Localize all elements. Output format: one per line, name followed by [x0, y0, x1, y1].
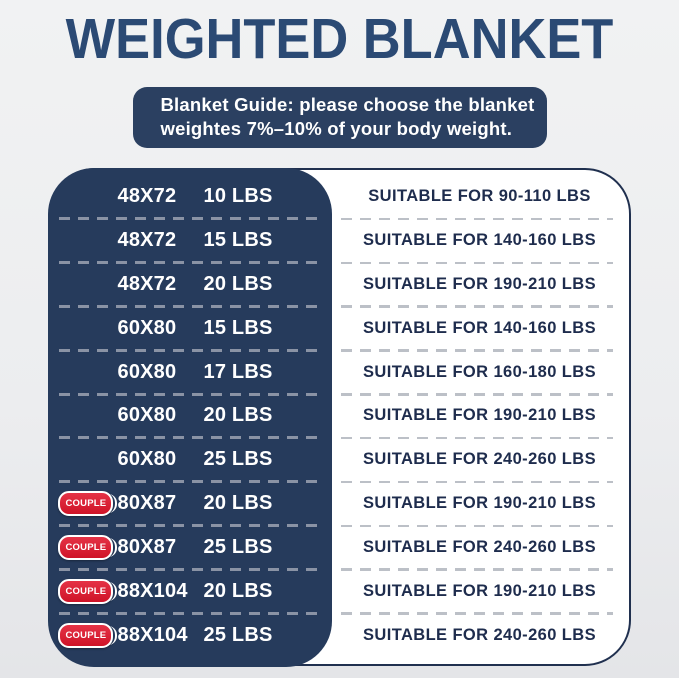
suitable-cell: SUITABLE FOR 160-180 LBS	[331, 349, 629, 394]
badge-slot	[58, 453, 118, 467]
blanket-size: 48X72	[117, 185, 177, 208]
suitable-cell: SUITABLE FOR 240-260 LBS	[331, 436, 629, 482]
blanket-weight: 20 LBS	[203, 492, 273, 515]
blanket-weight: 25 LBS	[203, 623, 273, 646]
badge-slot	[58, 278, 118, 292]
blanket-size: 48X72	[117, 273, 177, 296]
size-weight-cell: 60X80 25 LBS	[51, 436, 331, 482]
suitable-text: SUITABLE FOR 190-210 LBS	[362, 275, 596, 294]
suitable-cell: SUITABLE FOR 190-210 LBS	[331, 480, 629, 526]
size-weight-cell: COUPLE 80X87 25 LBS	[51, 524, 331, 570]
badge-slot: COUPLE	[57, 622, 118, 648]
size-weight-cell: 60X80 20 LBS	[51, 392, 331, 438]
suitable-text: SUITABLE FOR 190-210 LBS	[362, 581, 596, 600]
table-row: 48X72 10 LBS SUITABLE FOR 90-110 LBS	[51, 175, 629, 219]
table-row: COUPLE 88X104 25 LBS SUITABLE FOR 240-26…	[51, 611, 629, 657]
blanket-weight: 15 LBS	[203, 229, 273, 252]
size-weight-cell: 60X80 15 LBS	[51, 304, 331, 350]
size-guide-table: 48X72 10 LBS SUITABLE FOR 90-110 LBS 48X…	[48, 167, 631, 667]
blanket-weight: 20 LBS	[203, 579, 273, 602]
couple-badge: COUPLE	[57, 622, 118, 648]
badge-slot	[58, 409, 118, 423]
badge-slot: COUPLE	[57, 491, 118, 517]
table-rows: 48X72 10 LBS SUITABLE FOR 90-110 LBS 48X…	[51, 170, 629, 664]
blanket-size: 48X72	[117, 229, 177, 252]
weighted-blanket-infographic: WEIGHTED BLANKET Blanket Guide: please c…	[0, 9, 679, 678]
table-row: 60X80 15 LBS SUITABLE FOR 140-160 LBS	[51, 304, 629, 350]
blanket-size: 60X80	[117, 316, 177, 339]
size-weight-cell: COUPLE 88X104 20 LBS	[51, 567, 331, 613]
suitable-cell: SUITABLE FOR 190-210 LBS	[331, 261, 629, 307]
suitable-cell: SUITABLE FOR 240-260 LBS	[331, 612, 629, 657]
suitable-cell: SUITABLE FOR 140-160 LBS	[331, 305, 629, 350]
couple-badge: COUPLE	[57, 534, 118, 560]
suitable-text: SUITABLE FOR 90-110 LBS	[368, 187, 591, 206]
badge-slot	[58, 321, 118, 335]
suitable-cell: SUITABLE FOR 190-210 LBS	[331, 568, 629, 613]
size-weight-cell: 48X72 20 LBS	[51, 261, 331, 307]
suitable-text: SUITABLE FOR 240-260 LBS	[362, 537, 596, 556]
suitable-text: SUITABLE FOR 140-160 LBS	[362, 231, 596, 250]
suitable-text: SUITABLE FOR 160-180 LBS	[362, 362, 596, 381]
blanket-size: 60X80	[117, 448, 177, 471]
blanket-weight: 17 LBS	[203, 360, 273, 383]
size-weight-cell: COUPLE 88X104 25 LBS	[51, 611, 331, 657]
blanket-weight: 25 LBS	[203, 535, 273, 558]
table-row: COUPLE 80X87 20 LBS SUITABLE FOR 190-210…	[51, 480, 629, 526]
badge-slot: COUPLE	[57, 534, 118, 560]
badge-slot	[58, 234, 118, 248]
table-row: 60X80 20 LBS SUITABLE FOR 190-210 LBS	[51, 392, 629, 438]
size-weight-cell: COUPLE 80X87 20 LBS	[51, 480, 331, 526]
suitable-cell: SUITABLE FOR 140-160 LBS	[331, 217, 629, 263]
banner-line-1: Blanket Guide: please choose the blanket	[160, 94, 535, 115]
blanket-weight: 20 LBS	[203, 273, 273, 296]
blanket-size: 60X80	[117, 360, 177, 383]
suitable-cell: SUITABLE FOR 190-210 LBS	[331, 393, 629, 438]
blanket-weight: 15 LBS	[203, 316, 273, 339]
blanket-guide-banner: Blanket Guide: please choose the blanket…	[132, 87, 547, 148]
table-row: 60X80 25 LBS SUITABLE FOR 240-260 LBS	[51, 436, 629, 482]
couple-badge: COUPLE	[57, 578, 118, 604]
table-row: 48X72 20 LBS SUITABLE FOR 190-210 LBS	[51, 261, 629, 307]
suitable-text: SUITABLE FOR 190-210 LBS	[362, 494, 596, 513]
size-weight-cell: 60X80 17 LBS	[51, 348, 331, 394]
suitable-cell: SUITABLE FOR 240-260 LBS	[331, 524, 629, 570]
page-title: WEIGHTED BLANKET	[65, 7, 614, 71]
banner-line-2: weightes 7%–10% of your body weight.	[160, 118, 513, 139]
suitable-text: SUITABLE FOR 190-210 LBS	[362, 406, 596, 425]
blanket-size: 88X104	[117, 623, 188, 646]
suitable-cell: SUITABLE FOR 90-110 LBS	[331, 175, 629, 219]
table-row: COUPLE 88X104 20 LBS SUITABLE FOR 190-21…	[51, 567, 629, 613]
suitable-text: SUITABLE FOR 240-260 LBS	[362, 625, 596, 644]
couple-badge: COUPLE	[57, 491, 118, 517]
blanket-weight: 25 LBS	[203, 448, 273, 471]
badge-slot	[58, 190, 118, 204]
blanket-size: 60X80	[117, 404, 177, 427]
table-row: 48X72 15 LBS SUITABLE FOR 140-160 LBS	[51, 217, 629, 263]
table-row: COUPLE 80X87 25 LBS SUITABLE FOR 240-260…	[51, 524, 629, 570]
blanket-weight: 20 LBS	[203, 404, 273, 427]
blanket-size: 80X87	[117, 492, 177, 515]
size-weight-cell: 48X72 10 LBS	[51, 175, 331, 219]
suitable-text: SUITABLE FOR 240-260 LBS	[362, 450, 596, 469]
blanket-weight: 10 LBS	[203, 185, 273, 208]
blanket-size: 88X104	[117, 579, 188, 602]
table-row: 60X80 17 LBS SUITABLE FOR 160-180 LBS	[51, 348, 629, 394]
blanket-size: 80X87	[117, 535, 177, 558]
badge-slot: COUPLE	[57, 578, 118, 604]
size-weight-cell: 48X72 15 LBS	[51, 217, 331, 263]
badge-slot	[58, 365, 118, 379]
suitable-text: SUITABLE FOR 140-160 LBS	[362, 318, 596, 337]
